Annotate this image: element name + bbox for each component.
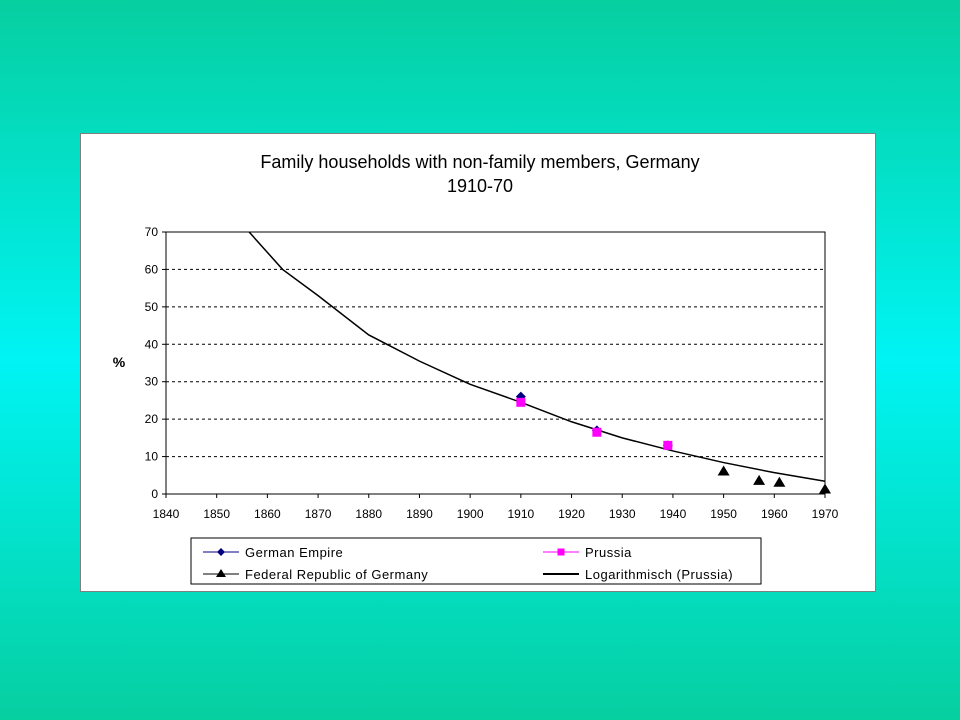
x-tick-label: 1910 (507, 507, 534, 521)
y-tick-label: 30 (145, 375, 159, 389)
legend-item-german-empire-label: German Empire (245, 545, 343, 560)
x-tick-label: 1970 (812, 507, 839, 521)
y-tick-label: 10 (145, 450, 159, 464)
y-tick-label: 0 (151, 487, 158, 501)
legend-item-federal-republic-of-germany-marker (216, 569, 226, 577)
x-tick-label: 1890 (406, 507, 433, 521)
x-tick-label: 1960 (761, 507, 788, 521)
point-prussia (516, 397, 526, 407)
x-tick-label: 1940 (660, 507, 687, 521)
point-federal-republic-of-germany (773, 476, 786, 487)
x-tick-label: 1950 (710, 507, 737, 521)
chart-subtitle: 1910-70 (447, 176, 513, 196)
legend-item-prussia-marker (557, 548, 565, 556)
legend-item-prussia-label: Prussia (585, 545, 632, 560)
y-axis-label: % (113, 354, 126, 370)
y-tick-label: 70 (145, 225, 159, 239)
chart-panel: Family households with non-family member… (80, 133, 876, 592)
point-federal-republic-of-germany (753, 474, 766, 485)
point-prussia (592, 427, 602, 437)
legend-item-logarithmisch-prussia-label: Logarithmisch (Prussia) (585, 567, 733, 582)
x-tick-label: 1850 (203, 507, 230, 521)
legend-item-german-empire-marker (217, 548, 225, 556)
point-federal-republic-of-germany (819, 483, 831, 494)
x-tick-label: 1900 (457, 507, 484, 521)
y-tick-label: 20 (145, 412, 159, 426)
x-tick-label: 1930 (609, 507, 636, 521)
plot-area (165, 231, 826, 495)
x-tick-label: 1860 (254, 507, 281, 521)
x-tick-label: 1870 (305, 507, 332, 521)
x-tick-label: 1880 (355, 507, 382, 521)
chart-title: Family households with non-family member… (260, 152, 699, 172)
legend-item-federal-republic-of-germany-label: Federal Republic of Germany (245, 567, 428, 582)
point-prussia (663, 440, 673, 450)
point-federal-republic-of-germany (717, 465, 730, 476)
y-tick-label: 50 (145, 300, 159, 314)
x-tick-label: 1920 (558, 507, 585, 521)
y-tick-label: 60 (145, 262, 159, 276)
chart-svg: Family households with non-family member… (113, 152, 839, 585)
legend-box (190, 537, 762, 585)
y-tick-label: 40 (145, 337, 159, 351)
x-tick-label: 1840 (153, 507, 180, 521)
